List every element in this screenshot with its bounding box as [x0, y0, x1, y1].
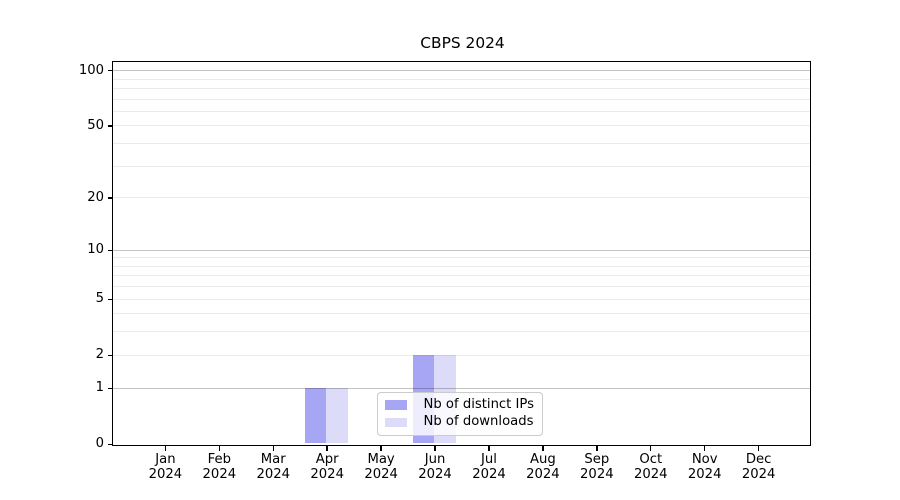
- x-tick-feb: [218, 445, 221, 451]
- y-tick-label-0: 0: [95, 436, 104, 452]
- y-tick-50: [107, 125, 113, 127]
- bar-downloads-apr: [326, 387, 349, 444]
- x-tick-label-feb: Feb 2024: [191, 452, 247, 484]
- plot-area: Nb of distinct IPs Nb of downloads: [112, 61, 811, 446]
- y-tick-label-2: 2: [95, 347, 104, 363]
- y-gridline-minor-5: [113, 298, 810, 300]
- legend-item-downloads: Nb of downloads: [384, 414, 535, 431]
- x-tick-label-dec: Dec 2024: [731, 452, 787, 484]
- y-tick-100: [107, 70, 113, 72]
- y-gridline-major-100: [113, 70, 810, 72]
- legend-swatch-downloads: [384, 417, 407, 428]
- y-tick-label-1: 1: [95, 380, 104, 395]
- x-tick-year: 2024: [364, 467, 398, 483]
- gridlines-layer: [113, 62, 810, 445]
- y-gridline-minor-70: [113, 98, 810, 100]
- x-tick-month: Jun: [424, 451, 446, 467]
- x-tick-label-nov: Nov 2024: [677, 452, 733, 484]
- x-tick-year: 2024: [256, 467, 291, 483]
- y-tick-label-5: 5: [95, 291, 104, 307]
- x-tick-label-oct: Oct 2024: [623, 452, 679, 484]
- legend-item-distinct-ips: Nb of distinct IPs: [384, 397, 535, 414]
- x-tick-jun: [434, 445, 436, 451]
- x-tick-nov: [704, 445, 706, 451]
- y-gridline-minor-3: [113, 331, 810, 333]
- chart-title: CBPS 2024: [420, 34, 505, 52]
- y-tick-2: [107, 354, 113, 357]
- y-gridline-minor-40: [113, 143, 810, 145]
- x-tick-year: 2024: [310, 467, 344, 483]
- x-tick-year: 2024: [687, 467, 722, 483]
- x-tick-sep: [596, 445, 598, 451]
- y-tick-label-10: 10: [87, 242, 104, 258]
- x-tick-label-sep: Sep 2024: [569, 452, 625, 484]
- y-gridline-major-1: [113, 387, 810, 389]
- x-tick-jan: [164, 445, 167, 451]
- y-gridline-minor-30: [113, 165, 810, 167]
- bar-distinct-ips-apr: [304, 387, 327, 444]
- x-tick-label-apr: Apr 2024: [299, 452, 355, 484]
- y-gridline-minor-50: [113, 125, 810, 127]
- y-gridline-minor-80: [113, 87, 810, 89]
- x-tick-may: [380, 445, 382, 451]
- y-tick-5: [107, 298, 113, 300]
- legend: Nb of distinct IPs Nb of downloads: [376, 391, 543, 436]
- x-tick-month: Sep: [584, 451, 610, 467]
- x-tick-year: 2024: [202, 467, 237, 483]
- x-tick-year: 2024: [580, 467, 614, 483]
- x-tick-label-may: May 2024: [353, 452, 409, 484]
- x-tick-label-jan: Jan 2024: [137, 452, 193, 484]
- x-tick-label-mar: Mar 2024: [245, 452, 301, 484]
- y-gridline-minor-9: [113, 257, 810, 259]
- x-tick-year: 2024: [472, 467, 506, 483]
- y-gridline-minor-60: [113, 110, 810, 112]
- legend-label-distinct-ips: Nb of distinct IPs: [423, 397, 535, 413]
- x-tick-year: 2024: [526, 467, 560, 483]
- x-tick-month: Apr: [315, 451, 339, 467]
- x-tick-label-jun: Jun 2024: [407, 452, 463, 484]
- y-gridline-minor-8: [113, 265, 810, 267]
- y-gridline-minor-2: [113, 354, 810, 356]
- y-tick-20: [107, 197, 113, 199]
- x-tick-month: Jan: [155, 451, 176, 467]
- y-gridline-minor-7: [113, 275, 810, 277]
- y-tick-label-20: 20: [87, 189, 104, 205]
- x-tick-oct: [650, 445, 652, 451]
- x-tick-jul: [488, 445, 490, 451]
- y-tick-label-100: 100: [78, 62, 104, 78]
- y-gridline-minor-6: [113, 286, 810, 288]
- y-gridline-minor-4: [113, 313, 810, 315]
- x-tick-label-aug: Aug 2024: [515, 452, 571, 484]
- x-tick-month: Jul: [481, 451, 497, 467]
- y-tick-1: [107, 387, 113, 389]
- x-tick-label-jul: Jul 2024: [461, 452, 517, 484]
- x-tick-dec: [757, 445, 760, 451]
- x-tick-month: Oct: [639, 451, 663, 467]
- x-tick-year: 2024: [418, 467, 452, 483]
- legend-label-downloads: Nb of downloads: [423, 414, 534, 430]
- x-tick-month: May: [367, 451, 395, 467]
- x-tick-month: Aug: [530, 451, 556, 467]
- x-tick-mar: [272, 445, 274, 451]
- y-tick-label-50: 50: [87, 117, 104, 133]
- y-gridline-minor-90: [113, 78, 810, 80]
- y-tick-0: [107, 443, 113, 445]
- x-tick-year: 2024: [148, 467, 183, 483]
- x-tick-month: Mar: [260, 451, 286, 467]
- x-tick-month: Feb: [207, 451, 231, 467]
- x-tick-month: Dec: [745, 451, 772, 467]
- y-gridline-minor-20: [113, 197, 810, 199]
- x-tick-apr: [326, 445, 328, 451]
- x-tick-aug: [542, 445, 544, 451]
- y-gridline-major-10: [113, 249, 810, 251]
- x-tick-month: Nov: [691, 451, 718, 467]
- legend-swatch-distinct-ips: [384, 400, 407, 410]
- x-tick-year: 2024: [741, 467, 776, 483]
- y-tick-10: [107, 249, 113, 251]
- x-tick-year: 2024: [633, 467, 668, 483]
